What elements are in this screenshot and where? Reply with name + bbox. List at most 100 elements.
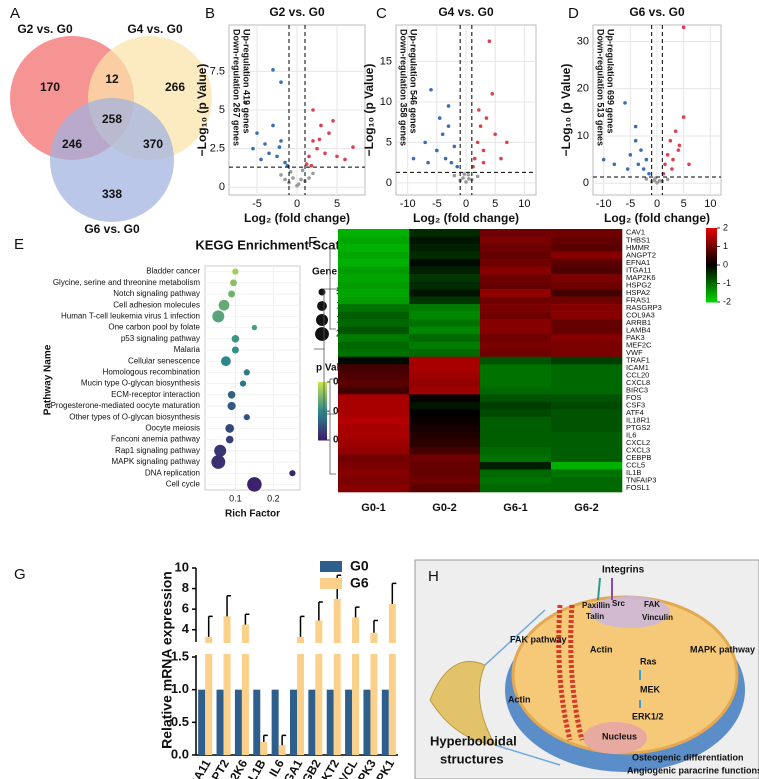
heat-cell (338, 356, 410, 365)
heat-cell (480, 296, 552, 305)
bubble (220, 356, 231, 367)
diagram-label: Nucleus (602, 731, 637, 741)
region-count: 338 (102, 187, 122, 201)
colorbar-step (706, 235, 717, 238)
colorbar-step (706, 294, 717, 297)
point (681, 115, 686, 119)
bar (381, 689, 389, 755)
point (655, 180, 659, 185)
heat-cell (551, 251, 623, 260)
point (275, 154, 279, 159)
y-tick-label: Oocyte meiosis (145, 424, 200, 433)
colorbar-step (706, 287, 717, 290)
heat-cell (551, 469, 623, 478)
colorbar-step (706, 292, 717, 296)
x-tick-label: 5 (492, 198, 498, 210)
bar (352, 617, 360, 755)
colorbar-step (318, 414, 327, 418)
y-tick-label: Fanconi anemia pathway (111, 435, 200, 444)
heat-cell (480, 319, 552, 327)
y-tick-label: Mucin type O-glycan biosynthesis (81, 379, 200, 388)
heat-cell (409, 259, 481, 267)
heat-cell (338, 476, 410, 485)
heat-cell (409, 356, 481, 365)
dendrogram (314, 248, 336, 475)
heat-cell (480, 446, 552, 455)
point (628, 153, 633, 157)
heat-cell (409, 229, 481, 237)
heat-cell (551, 386, 623, 395)
colorbar-step (706, 298, 717, 301)
y-tick-label: 30 (577, 35, 589, 47)
heat-cell (409, 394, 481, 403)
heat-cell (551, 394, 623, 403)
bar (271, 689, 279, 755)
colorbar-step (318, 428, 327, 431)
heat-cell (480, 251, 552, 260)
heat-cell (480, 401, 552, 410)
heat-cell (409, 416, 481, 425)
heat-cell (338, 469, 410, 478)
bubble (225, 424, 235, 433)
heat-cell (338, 289, 410, 297)
heat-cell (409, 469, 481, 478)
heat-cell (551, 461, 623, 470)
bubble (227, 401, 236, 411)
point (271, 123, 275, 128)
colorbar-step (318, 434, 327, 437)
heat-cell (338, 266, 410, 275)
row-label: THBS1 (626, 235, 650, 244)
heat-cell (480, 431, 552, 440)
annotation: Up-regulation 419 genes (242, 29, 252, 134)
y-tick-label: 10 (380, 96, 392, 108)
heat-cell (409, 409, 481, 418)
colorbar-step (706, 257, 717, 260)
row-label: FOS (626, 393, 641, 402)
heat-cell (480, 461, 552, 470)
y-tick-label: Cellular senescence (128, 356, 201, 365)
column-label: G6-1 (503, 502, 527, 514)
heat-cell (480, 266, 552, 275)
heat-cell (338, 326, 410, 335)
colorbar-step (706, 285, 717, 288)
heat-cell (551, 326, 623, 335)
point (481, 160, 486, 165)
point (307, 154, 311, 159)
heat-cell (551, 364, 623, 373)
colorbar-step (706, 237, 717, 240)
point (657, 179, 662, 183)
colorbar-step (318, 436, 327, 439)
bubble (232, 268, 239, 275)
heat-cell (551, 439, 623, 448)
error-bar (391, 582, 397, 604)
heat-cell (338, 334, 410, 343)
annotation: Up-regulation 546 genes (409, 29, 419, 134)
colorbar-step (318, 424, 327, 427)
point (647, 171, 651, 176)
y-tick-label: 0.0 (171, 746, 189, 761)
heat-cell (480, 371, 552, 380)
row-label: FOSL1 (626, 483, 650, 492)
y-tick-label: 7.5 (210, 65, 225, 77)
heat-cell (480, 236, 552, 245)
colorbar-step (706, 279, 717, 283)
bubble (225, 435, 234, 444)
point (670, 167, 674, 171)
integrin-1 (597, 577, 601, 601)
error-bar (299, 615, 305, 637)
y-tick-label: Other types of O-glycan biosynthesis (69, 412, 200, 421)
point (351, 145, 355, 149)
row-label: IL18R1 (626, 416, 650, 425)
heat-cell (480, 334, 552, 343)
point (464, 180, 468, 184)
bar (234, 689, 242, 755)
colorbar-step (706, 266, 717, 270)
diagram-label: ERK1/2 (632, 711, 664, 721)
heat-cell (409, 364, 481, 373)
x-tick-label: 0 (654, 198, 660, 210)
panel-letter: F (308, 234, 317, 251)
bar (198, 689, 206, 755)
y-tick-label: 20 (577, 83, 589, 95)
colorbar-step (706, 240, 717, 244)
heat-cell (551, 446, 623, 455)
